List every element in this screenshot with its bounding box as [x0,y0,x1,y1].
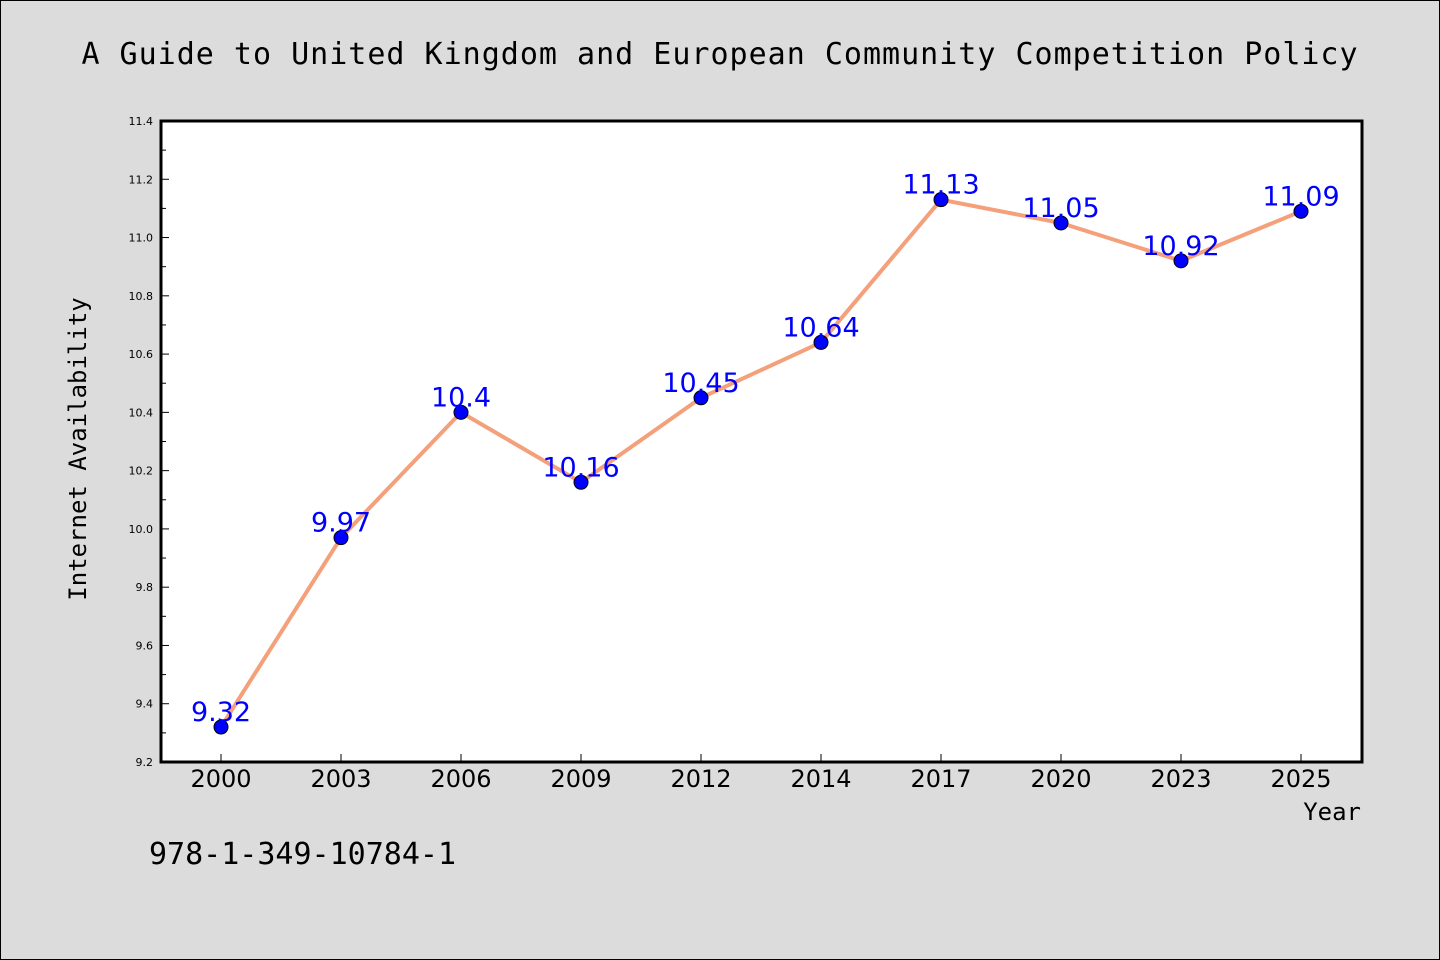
y-tick-label: 9.4 [136,698,154,711]
data-label: 11.13 [902,170,979,201]
y-axis-label: Internet Availability [64,297,92,600]
data-label: 11.05 [1022,193,1099,224]
x-tick-label: 2009 [550,765,611,793]
y-tick-label: 10.0 [129,523,154,536]
data-label: 10.4 [431,382,491,413]
series-points-group [213,192,1309,735]
footnote-isbn: 978-1-349-10784-1 [149,837,456,872]
data-point [453,404,469,420]
data-point [1293,203,1309,219]
data-label: 10.16 [542,452,619,483]
data-point [813,334,829,350]
x-tick-label: 2017 [910,765,971,793]
y-tick-label: 11.4 [129,115,154,128]
data-label: 10.45 [662,368,739,399]
data-label: 9.32 [191,697,251,728]
y-tick-label: 9.6 [136,639,154,652]
data-point [933,192,949,208]
y-tick-label: 9.2 [136,756,154,769]
data-point [333,530,349,546]
data-label: 9.97 [311,508,371,539]
y-tick-label: 9.8 [136,581,154,594]
x-tick-label: 2014 [790,765,851,793]
y-tick-label: 10.4 [129,406,154,419]
y-tick-label: 11.0 [129,232,154,245]
x-tick-label: 2025 [1270,765,1331,793]
data-label: 10.64 [782,312,859,343]
y-tick-label: 10.6 [129,348,154,361]
series-line-group [219,197,1302,729]
data-label: 10.92 [1142,231,1219,262]
y-tick-label: 10.8 [129,290,154,303]
x-axis-label: Year [1303,798,1361,826]
data-point [693,390,709,406]
x-tick-label: 2000 [190,765,251,793]
series-line [219,197,1302,729]
data-point [1053,215,1069,231]
plot-area [159,119,1364,764]
data-label: 11.09 [1262,181,1339,212]
data-point [573,474,589,490]
y-tick-label: 10.2 [129,465,154,478]
data-point [213,719,229,735]
x-tick-label: 2012 [670,765,731,793]
y-tick-label: 11.2 [129,173,154,186]
y-axis-ticks: 9.2 9.4 9.6 9.8 10.0 10.2 10.4 10.6 10.8 11.0 11.2… [129,115,169,769]
data-point [1173,253,1189,269]
data-labels-group: 9.32 9.97 10.4 10.16 10.45 10.64 11.13 11.05 10.… [191,170,1340,728]
x-tick-label: 2006 [430,765,491,793]
x-tick-label: 2003 [310,765,371,793]
chart-title: A Guide to United Kingdom and European C… [81,37,1358,72]
x-tick-label: 2020 [1030,765,1091,793]
x-tick-label: 2023 [1150,765,1211,793]
x-axis-ticks: 2000 2003 2006 2009 2012 2014 2017 2020 2023 2025 [190,754,1332,793]
